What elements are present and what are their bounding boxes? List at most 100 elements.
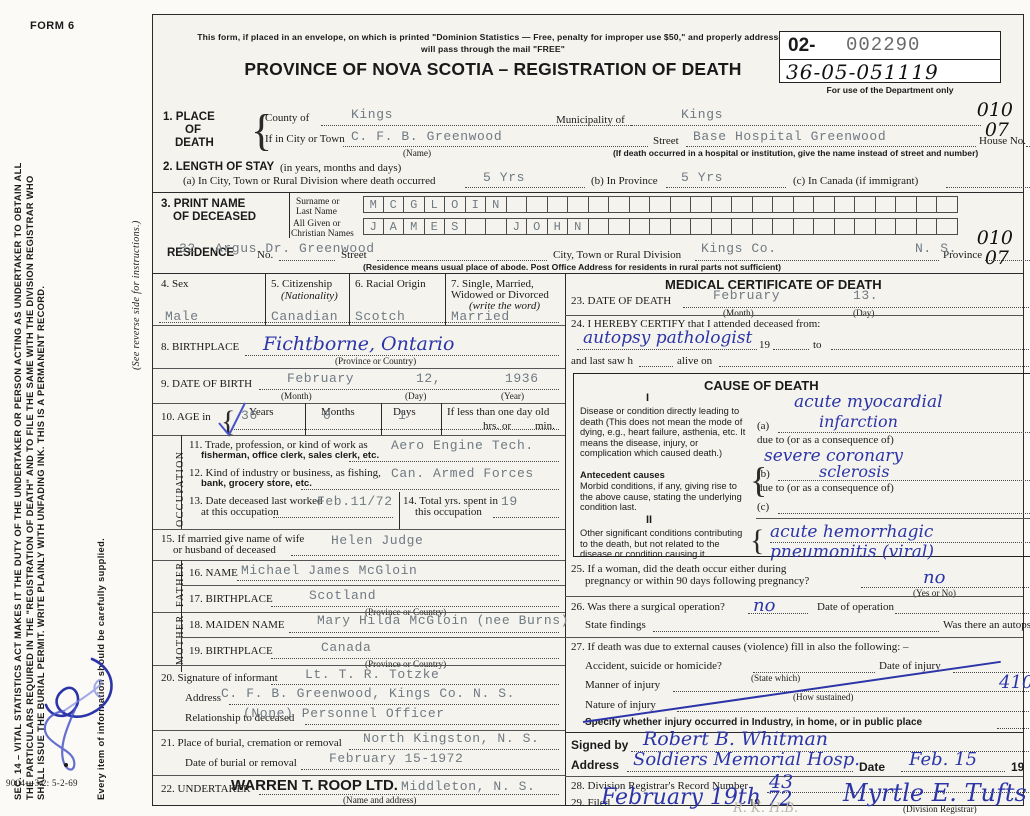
name-letter-cell	[670, 196, 691, 213]
undertaker-address-value: Middleton, N. S.	[401, 779, 536, 794]
q29-label: 29. Filed	[571, 797, 611, 809]
informant-address-label: Address	[185, 692, 222, 704]
spouse-label-2: or husband of deceased	[173, 544, 276, 556]
name-letter-cell	[814, 218, 835, 235]
name-letter-cell	[937, 196, 958, 213]
stay-a-value: 5 Yrs	[483, 170, 526, 185]
part1-description: Disease or condition directly leading to…	[580, 406, 746, 459]
name-letter-cell: H	[547, 218, 568, 235]
name-letter-cell	[711, 218, 732, 235]
name-letter-cell: N	[486, 196, 507, 213]
dob-month-value: February	[287, 371, 355, 386]
residence-city-value: Kings Co.	[701, 241, 777, 256]
q25-label-line2: pregnancy or within 90 days following pr…	[585, 575, 810, 587]
trade-label-1: 11. Trade, profession, or kind of work a…	[189, 439, 368, 451]
citizenship-value: Canadian	[271, 309, 339, 324]
name-letter-cell: S	[445, 218, 466, 235]
totalyrs-value: 19	[501, 494, 518, 509]
county-of-value: Kings	[351, 107, 394, 122]
department-prefix: 02-	[788, 35, 816, 56]
name-letter-cell: J	[506, 218, 527, 235]
institution-caption: (If death occurred in a hospital or inst…	[613, 148, 979, 158]
birthplace-caption: (Province or Country)	[335, 356, 417, 366]
marital-value: Married	[451, 309, 510, 324]
division-registrar-signature: Myrtle E. Tufts	[843, 779, 1027, 807]
name-letter-cell: A	[383, 218, 404, 235]
father-name-label: 16. NAME	[189, 567, 238, 579]
q27-date-injury-label: Date of injury	[879, 660, 941, 672]
name-letter-cell	[527, 196, 548, 213]
name-letter-cell: O	[445, 196, 466, 213]
surname-label-2: Last Name	[296, 207, 337, 217]
industry-label-1: 12. Kind of industry or business, as fis…	[189, 467, 381, 479]
margin-code-07-mid: 07	[984, 247, 1009, 269]
name-letter-cell: C	[383, 196, 404, 213]
cause-a-value-line1: acute myocardial	[794, 392, 943, 412]
print-name-heading-1: 3. PRINT NAME	[161, 198, 246, 210]
name-letter-cell	[752, 196, 773, 213]
name-letter-cell	[670, 218, 691, 235]
stay-c-label: (c) In Canada (if immigrant)	[793, 175, 919, 187]
q27-specify-label: Specify whether injury occurred in Indus…	[585, 717, 923, 728]
dueto-label-2: due to (or as a consequence of)	[757, 482, 894, 494]
ink-flourish-mark	[20, 655, 140, 785]
cause-b-value-line2: sclerosis	[819, 462, 890, 481]
age-months-caption: Months	[321, 406, 355, 418]
spouse-label-1: 15. If married give name of wife	[161, 533, 305, 545]
part2-value-line2: pneumonitis (viral)	[770, 542, 934, 562]
medical-certificate-heading: MEDICAL CERTIFICATE OF DEATH	[665, 277, 882, 292]
name-letter-cell	[609, 218, 630, 235]
name-letter-cell: J	[363, 218, 384, 235]
q27-accident-label: Accident, suicide or homicide?	[585, 660, 722, 672]
given-label-2: Christian Names	[291, 229, 354, 239]
burial-date-value: February 15-1972	[329, 751, 464, 766]
lastsaw-alive-label: alive on	[677, 355, 713, 367]
cause-a-label: (a)	[757, 420, 770, 432]
industry-value: Can. Armed Forces	[391, 466, 534, 481]
lastworked-value: Feb.11/72	[317, 494, 393, 509]
name-letter-cell	[793, 218, 814, 235]
cause-c-label: (c)	[757, 501, 770, 513]
name-letter-cell	[506, 196, 527, 213]
city-or-town-value: C. F. B. Greenwood	[351, 129, 503, 144]
name-letter-cell	[547, 196, 568, 213]
age-years-caption: Years	[249, 406, 274, 418]
name-letter-cell: N	[568, 218, 589, 235]
informant-signature-label: 20. Signature of informant	[161, 672, 278, 684]
q25-value: no	[923, 567, 946, 588]
citizenship-sublabel: (Nationality)	[281, 290, 338, 302]
q26-findings-label: State findings	[585, 619, 646, 631]
burial-place-value: North Kingston, N. S.	[363, 731, 540, 746]
cause-b-value-line1: severe coronary	[764, 446, 903, 466]
city-or-town-label: If in City or Town	[265, 133, 345, 145]
residence-caption: (Residence means usual place of abode. P…	[363, 262, 782, 272]
antecedent-heading: Antecedent causes	[580, 470, 665, 480]
name-letter-cell	[937, 218, 958, 235]
given-label-1: All Given or	[293, 219, 341, 229]
street-value: Base Hospital Greenwood	[693, 129, 887, 144]
name-letter-cell	[752, 218, 773, 235]
name-letter-cell	[609, 196, 630, 213]
dueto-label-1: due to (or as a consequence of)	[757, 434, 894, 446]
place-of-death-brace: {	[251, 106, 273, 155]
age-min-caption: min.	[535, 420, 555, 432]
name-letter-cell	[875, 218, 896, 235]
length-of-stay-subheading: (in years, months and days)	[280, 162, 402, 174]
margin-code-010-top: 010	[976, 99, 1013, 121]
lastworked-label-1: 13. Date deceased last worked	[189, 495, 323, 507]
burial-date-label: Date of burial or removal	[185, 757, 297, 769]
antecedent-description: Morbid conditions, if any, giving rise t…	[580, 481, 742, 513]
part2-value-line1: acute hemorrhagic	[770, 522, 934, 542]
stay-b-label: (b) In Province	[591, 175, 658, 187]
age-hrs-caption: hrs. or	[483, 420, 512, 432]
informant-relationship-value: (None) Personnel Officer	[243, 706, 445, 721]
name-letter-cell: M	[404, 218, 425, 235]
q28-label: 28. Division Registrar's Record Number	[571, 780, 749, 792]
name-letter-cell	[588, 218, 609, 235]
residence-label: RESIDENCE	[167, 247, 235, 259]
form-frame: This form, if placed in an envelope, on …	[152, 14, 1030, 816]
name-letter-cell	[732, 218, 753, 235]
margin-code-07-top: 07	[984, 119, 1009, 141]
father-name-value: Michael James McGloin	[241, 563, 418, 578]
